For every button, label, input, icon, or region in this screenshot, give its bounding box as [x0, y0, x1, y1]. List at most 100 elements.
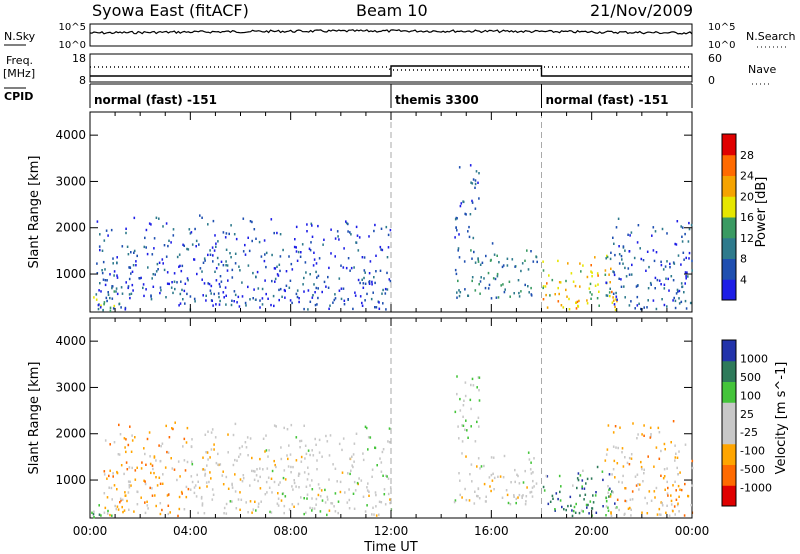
data-cell [217, 263, 220, 266]
data-cell [343, 303, 346, 306]
data-cell [620, 254, 623, 258]
data-cell [256, 270, 259, 274]
data-cell [576, 486, 578, 490]
data-cell [314, 437, 316, 441]
data-cell [338, 277, 341, 280]
data-cell [280, 457, 283, 461]
data-cell [156, 484, 159, 487]
data-cell [653, 259, 656, 263]
data-cell [268, 486, 271, 489]
data-cell [623, 285, 625, 288]
data-cell [325, 434, 327, 438]
data-cell [542, 485, 545, 489]
data-cell [569, 495, 572, 499]
nsky-noise-line [89, 29, 693, 35]
data-cell [327, 286, 330, 289]
data-cell [170, 286, 173, 289]
beam-title: Beam 10 [356, 1, 428, 20]
data-cell [242, 250, 245, 253]
data-cell [178, 304, 180, 307]
data-cell [111, 297, 114, 300]
data-cell [380, 461, 383, 464]
data-cell [107, 509, 109, 513]
data-cell [666, 492, 669, 495]
colorbar-tick-label: 28 [740, 149, 754, 162]
data-cell [597, 283, 599, 286]
data-cell [611, 290, 613, 294]
data-cell [691, 466, 694, 470]
data-cell [464, 212, 466, 216]
data-cell [357, 278, 360, 282]
data-cell [109, 309, 112, 312]
data-cell [129, 296, 131, 300]
data-cell [612, 270, 614, 273]
data-cell [582, 510, 584, 513]
data-cell [150, 298, 153, 301]
data-cell [205, 481, 208, 484]
data-cell [533, 485, 535, 488]
data-cell [317, 224, 319, 228]
data-cell [180, 490, 183, 494]
data-cell [484, 500, 487, 503]
data-cell [612, 296, 614, 299]
data-cell [152, 285, 155, 288]
data-cell [129, 480, 131, 483]
data-cell [164, 466, 167, 469]
data-cell [469, 398, 472, 402]
data-cell [340, 287, 343, 290]
data-cell [353, 480, 356, 484]
data-cell [462, 404, 465, 407]
data-cell [458, 472, 460, 475]
data-cell [650, 499, 653, 502]
data-cell [210, 431, 213, 434]
data-cell [179, 475, 181, 478]
data-cell [675, 292, 678, 295]
data-cell [468, 499, 471, 502]
data-cell [586, 477, 589, 481]
data-cell [678, 495, 680, 498]
data-cell [203, 282, 206, 285]
data-cell [282, 248, 284, 252]
data-cell [288, 286, 291, 289]
data-cell [375, 505, 377, 508]
data-cell [108, 486, 110, 489]
data-cell [168, 436, 171, 439]
data-cell [227, 433, 229, 436]
data-cell [251, 239, 253, 243]
data-cell [625, 275, 628, 278]
data-cell [640, 307, 642, 311]
data-cell [490, 297, 493, 300]
data-cell [127, 491, 130, 494]
data-cell [295, 246, 297, 249]
data-cell [131, 283, 134, 287]
data-cell [167, 451, 170, 454]
data-cell [366, 292, 368, 296]
data-cell [315, 270, 317, 274]
data-cell [307, 449, 310, 452]
data-cell [605, 257, 607, 260]
data-cell [527, 285, 529, 288]
data-cell [683, 514, 686, 517]
data-cell [684, 299, 687, 303]
data-cell [364, 271, 366, 274]
data-cell [478, 389, 480, 392]
data-cell [155, 216, 158, 219]
data-cell [515, 501, 517, 505]
data-cell [316, 459, 318, 462]
data-cell [153, 237, 156, 240]
data-cell [344, 491, 346, 494]
data-cell [501, 496, 504, 499]
data-cell [488, 283, 491, 287]
data-cell [521, 496, 523, 499]
data-cell [368, 494, 370, 497]
data-cell [624, 456, 626, 459]
data-cell [546, 306, 549, 309]
data-cell [181, 264, 184, 268]
data-cell [565, 288, 567, 292]
data-cell [677, 290, 679, 293]
cpid-segment-label: normal (fast) -151 [546, 93, 669, 107]
data-cell [178, 507, 181, 511]
data-cell [676, 466, 678, 470]
data-cell [611, 473, 613, 476]
